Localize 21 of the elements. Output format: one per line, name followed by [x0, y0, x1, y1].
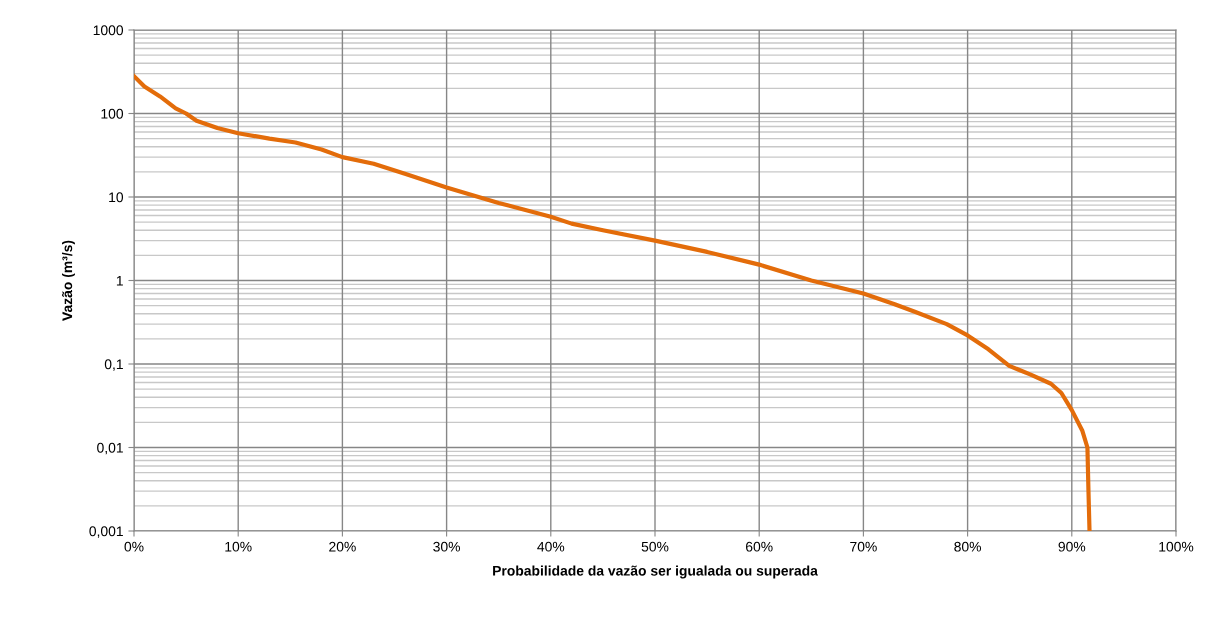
x-tick-label: 50% [641, 541, 669, 552]
x-tick-label: 70% [850, 541, 877, 552]
y-tick-label: 0,01 [97, 442, 123, 455]
y-tick-label: 0,1 [104, 359, 123, 371]
x-tick-label: 40% [537, 541, 565, 552]
x-tick-label: 10% [225, 541, 252, 552]
line-series [134, 74, 1092, 531]
x-tick-label: 100% [1159, 541, 1194, 552]
y-tick-label: 100 [101, 108, 124, 119]
x-tick-label: 20% [329, 541, 356, 552]
x-tick-label: 80% [954, 541, 982, 552]
x-tick-label: 60% [746, 541, 773, 552]
y-tick-label: 0,001 [89, 526, 123, 538]
x-tick-label: 0% [124, 541, 144, 552]
y-tick-label: 10 [109, 192, 124, 203]
x-axis-title: Probabilidade da vazão ser igualada ou superada [493, 565, 818, 579]
x-tick-label: 90% [1058, 541, 1086, 552]
y-tick-label: 1 [116, 275, 123, 286]
y-tick-label: 1000 [93, 25, 124, 36]
y-axis-title: Vazão (m³/s) [61, 240, 75, 321]
x-tick-label: 30% [433, 541, 461, 552]
